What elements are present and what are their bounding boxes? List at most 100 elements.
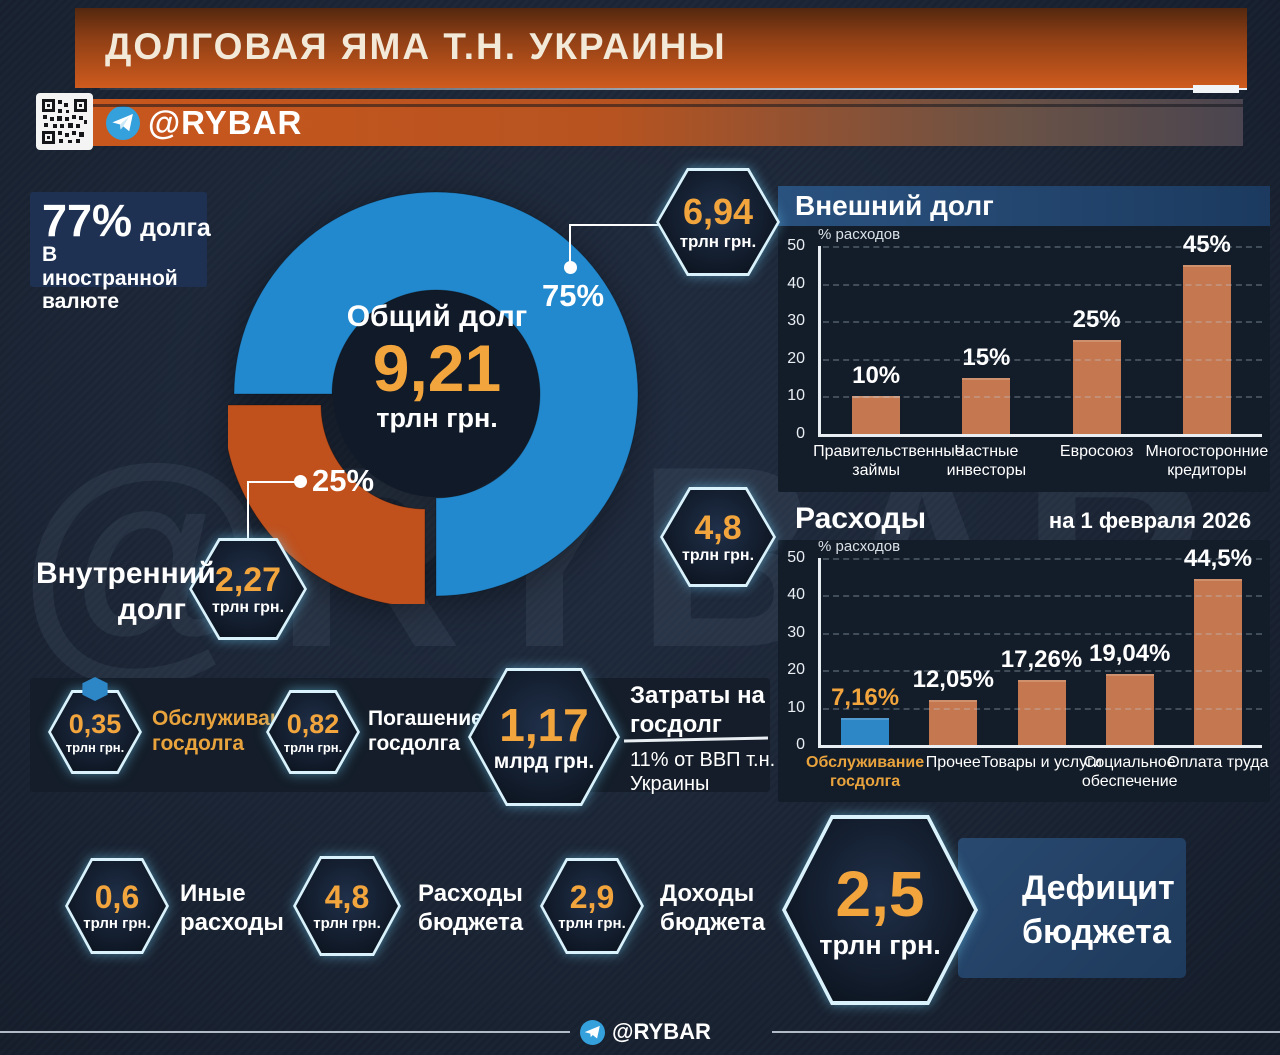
bar — [1193, 578, 1242, 745]
debt-costs-label: Затраты на госдолг — [630, 682, 765, 738]
budget-expenditures-chart: % расходов 0 10 20 30 40 50 7,16% Обслуживание… — [778, 538, 1270, 803]
donut-slice-1 — [228, 404, 426, 604]
deficit-panel — [958, 838, 1186, 978]
bar-group: 25% Евросоюз — [1042, 246, 1152, 460]
bar-group: 7,16% Обслуживание госдолга — [806, 558, 924, 790]
internal-debt-badge: 2,27 трлн грн. — [189, 538, 307, 640]
bar — [1105, 673, 1154, 745]
telegram-icon — [106, 105, 140, 140]
page-title: ДОЛГОВАЯ ЯМА Т.Н. УКРАИНЫ — [105, 26, 727, 67]
bar-category-label: Правительственные займы — [813, 443, 964, 479]
header-banner — [75, 8, 1247, 88]
bar-value-label: 7,16% — [831, 684, 900, 712]
bar — [852, 396, 901, 434]
bar-value-label: 17,26% — [1000, 646, 1083, 674]
donut-slice-0 — [233, 191, 639, 597]
bar-group: 17,26% Товары и услуги — [981, 558, 1102, 771]
external-callout-dot — [564, 261, 577, 274]
budget-expenditures-badge: 4,8 трлн грн. — [660, 487, 776, 587]
bar-group: 44,5% Оплата труда — [1167, 545, 1268, 771]
y-axis-ticks: 0 10 20 30 40 50 — [787, 237, 805, 442]
gridline — [823, 558, 1262, 560]
donut-center-label: Общий долг 9,21 трлн грн. — [330, 300, 544, 434]
debt-service-badge: 0,35 трлн грн. — [48, 690, 142, 774]
internal-debt-label: Внутренний долг — [36, 557, 216, 626]
budget-expenses-label: Расходы бюджета — [418, 880, 524, 936]
external-callout-line-v — [569, 224, 571, 266]
bar — [962, 377, 1011, 434]
qr-pattern — [41, 98, 88, 145]
external-callout-line-h — [569, 224, 661, 226]
bar-value-label: 25% — [1072, 306, 1121, 333]
debt-costs-note: 11% от ВВП т.н. Украины — [630, 749, 776, 795]
bar-category-label: Частные инвесторы — [946, 443, 1027, 479]
footer-brand: @RYBAR — [612, 1019, 711, 1044]
bar-value-label: 45% — [1182, 230, 1231, 258]
brand-strip: @RYBAR — [92, 99, 1243, 146]
external-pct-label: 75% — [541, 278, 605, 313]
budget-expenses-badge: 4,8 трлн грн. — [293, 856, 401, 956]
bar-value-label: 10% — [852, 362, 901, 390]
plot-area: 7,16% Обслуживание госдолга 12,05% Прочее 17… — [806, 545, 1269, 790]
budget-income-label: Доходы бюджета — [660, 880, 766, 936]
header-underline — [100, 88, 1247, 90]
bar-group: 19,04% Социальное обеспечение — [1082, 558, 1178, 790]
budget-deficit-label: Дефицит бюджета — [1022, 869, 1175, 952]
bar-category-label: Оплата труда — [1167, 754, 1269, 771]
budget-chart-panel — [778, 540, 1270, 802]
plot-area: 10% Правительственные займы 15% Частные инв… — [813, 231, 1268, 479]
budget-deficit-badge: 2,5 трлн грн. — [782, 815, 978, 1005]
bar-category-label: Многосторонние кредиторы — [1145, 443, 1269, 479]
gridline — [823, 632, 1262, 635]
gridline — [823, 358, 1262, 361]
total-debt-title: Общий долг — [346, 300, 528, 333]
debt-costs-badge: 1,17 млрд грн. — [468, 668, 620, 806]
debt-service-label: Обслуживание госдолга — [152, 707, 308, 756]
bar — [1072, 340, 1121, 434]
internal-callout-line-h — [247, 481, 299, 483]
external-debt-badge: 6,94 трлн грн. — [656, 168, 780, 276]
bar-category-label: Товары и услуги — [981, 754, 1102, 771]
header-dash-accent — [1193, 85, 1239, 93]
debt-repayment-label: Погашение госдолга — [368, 707, 483, 756]
gridline — [823, 283, 1262, 286]
bar — [841, 718, 890, 745]
bar — [1182, 264, 1231, 434]
footer-line-right — [772, 1031, 1280, 1033]
total-debt-unit: трлн грн. — [376, 403, 498, 434]
debt-repayment-badge: 0,82 трлн грн. — [266, 690, 360, 774]
gridline — [823, 707, 1262, 710]
internal-callout-line-v — [247, 481, 249, 539]
bar-value-label: 15% — [962, 343, 1011, 371]
foreign-currency-panel: 77% долга В иностранной валюте — [30, 192, 211, 313]
footer-telegram-icon — [580, 1020, 605, 1045]
gridline — [823, 595, 1262, 598]
y-axis-ticks: 0 10 20 30 40 50 — [787, 549, 805, 753]
gridline — [823, 396, 1262, 399]
foreign-currency-pct: 77% — [42, 195, 133, 246]
gridline — [823, 246, 1262, 248]
qr-code — [36, 93, 93, 150]
external-debt-chart-title: Внешний долг — [795, 190, 994, 221]
external-debt-chart-titlebar: Внешний долг — [778, 186, 1270, 226]
gridline — [823, 321, 1262, 324]
total-debt-value: 9,21 — [372, 331, 502, 405]
gridline — [823, 670, 1262, 673]
debt-service-panel — [30, 678, 770, 792]
bar-value-label: 12,05% — [912, 665, 994, 693]
other-expenses-badge: 0,6 трлн грн. — [65, 858, 169, 954]
bar-value-label: 44,5% — [1183, 544, 1252, 572]
bar-category-label: Обслуживание госдолга — [806, 754, 925, 790]
bar-category-label: Прочее — [925, 754, 981, 771]
bar — [929, 699, 978, 745]
external-debt-chart: % расходов 0 10 20 30 40 50 10% Правительствен… — [778, 226, 1270, 492]
budget-income-badge: 2,9 трлн грн. — [540, 858, 644, 954]
bar-group: 15% Частные инвесторы — [931, 246, 1041, 479]
bar-group: 45% Многосторонние кредиторы — [1145, 231, 1268, 479]
donut-hole — [333, 291, 539, 497]
total-debt-donut-chart — [228, 191, 639, 604]
bar-value-label: 19,04% — [1089, 639, 1171, 667]
bar-group: 12,05% Прочее — [909, 558, 997, 771]
internal-pct-label: 25% — [312, 463, 375, 498]
